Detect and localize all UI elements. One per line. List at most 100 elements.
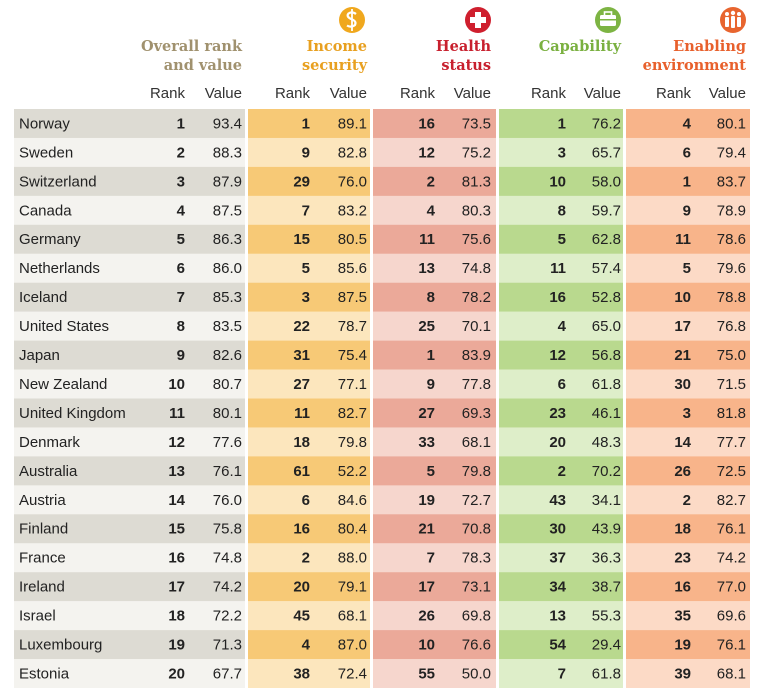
value: 50.0	[462, 665, 491, 682]
value: 71.3	[213, 637, 242, 654]
column-header: Rank	[531, 85, 567, 102]
value: 56.8	[592, 347, 621, 364]
rank: 1	[558, 115, 566, 132]
rank: 18	[168, 608, 185, 625]
rank: 12	[168, 434, 185, 451]
rank: 10	[168, 376, 185, 393]
rank: 2	[427, 173, 435, 190]
rank: 20	[549, 434, 566, 451]
country: Ireland	[19, 579, 65, 596]
rank: 6	[177, 260, 185, 277]
cell-background	[373, 340, 496, 370]
cell-background	[373, 514, 496, 544]
value: 58.0	[592, 173, 621, 190]
cell-background	[499, 253, 623, 283]
cell-background	[373, 224, 496, 254]
cell-background	[499, 311, 623, 341]
cell-background	[373, 137, 496, 168]
cell-background	[14, 311, 245, 341]
country: New Zealand	[19, 376, 107, 393]
value: 34.1	[592, 492, 621, 509]
column-header: Value	[709, 85, 746, 102]
rank: 10	[418, 637, 435, 654]
country: Australia	[19, 463, 78, 480]
rank: 2	[683, 492, 691, 509]
cell-background	[373, 195, 496, 225]
cell-background	[499, 340, 623, 370]
group-title: Income	[307, 38, 367, 55]
value: 85.3	[213, 289, 242, 306]
value: 36.3	[592, 550, 621, 567]
cell-background	[14, 195, 245, 225]
value: 81.8	[717, 405, 746, 422]
value: 78.2	[462, 289, 491, 306]
rank: 8	[427, 289, 435, 306]
cell-background	[14, 224, 245, 254]
value: 76.0	[213, 492, 242, 509]
group-title: Overall rank	[141, 38, 243, 55]
value: 52.8	[592, 289, 621, 306]
rank: 13	[168, 463, 185, 480]
cell-background	[14, 369, 245, 399]
rank: 16	[674, 579, 691, 596]
cell-background	[248, 659, 370, 688]
cell-background	[248, 485, 370, 515]
rank: 16	[168, 550, 185, 567]
cell-background	[499, 195, 623, 225]
value: 88.0	[338, 550, 367, 567]
cell-background	[626, 195, 750, 225]
country: Estonia	[19, 665, 70, 682]
cell-background	[373, 601, 496, 631]
value: 59.7	[592, 202, 621, 219]
cell-background	[626, 601, 750, 631]
rank: 9	[177, 347, 185, 364]
group-title: Capability	[539, 38, 622, 55]
value: 79.8	[462, 463, 491, 480]
value: 79.1	[338, 579, 367, 596]
rank: 43	[549, 492, 566, 509]
group-title: Enabling	[673, 38, 746, 55]
country: United States	[19, 318, 109, 335]
value: 62.8	[592, 231, 621, 248]
country: Iceland	[19, 289, 67, 306]
value: 61.8	[592, 376, 621, 393]
value: 61.8	[592, 665, 621, 682]
rank: 35	[674, 608, 691, 625]
value: 75.4	[338, 347, 367, 364]
cell-background	[248, 253, 370, 283]
cell-background	[14, 543, 245, 573]
rank: 23	[549, 405, 566, 422]
value: 72.7	[462, 492, 491, 509]
value: 84.6	[338, 492, 367, 509]
cell-background	[14, 282, 245, 312]
rank: 5	[302, 260, 310, 277]
cell-background	[499, 630, 623, 660]
cell-background	[626, 485, 750, 515]
value: 46.1	[592, 405, 621, 422]
country: Austria	[19, 492, 66, 509]
cell-background	[248, 195, 370, 225]
country: Canada	[19, 202, 72, 219]
cell-background	[14, 340, 245, 370]
column-header: Value	[205, 85, 242, 102]
cell-background	[499, 572, 623, 602]
cell-background	[499, 282, 623, 312]
value: 69.3	[462, 405, 491, 422]
rank: 8	[558, 202, 566, 219]
rank: 16	[418, 115, 435, 132]
rank: 1	[427, 347, 435, 364]
rank: 11	[294, 405, 310, 422]
country: Netherlands	[19, 260, 100, 277]
value: 76.0	[338, 173, 367, 190]
rank: 27	[293, 376, 310, 393]
cell-background	[499, 543, 623, 573]
value: 74.2	[717, 550, 746, 567]
value: 82.8	[338, 144, 367, 161]
value: 52.2	[338, 463, 367, 480]
country: Norway	[19, 115, 70, 132]
rank: 30	[549, 521, 566, 538]
rank: 11	[675, 231, 691, 248]
cell-background	[248, 369, 370, 399]
value: 75.0	[717, 347, 746, 364]
cell-background	[14, 456, 245, 486]
